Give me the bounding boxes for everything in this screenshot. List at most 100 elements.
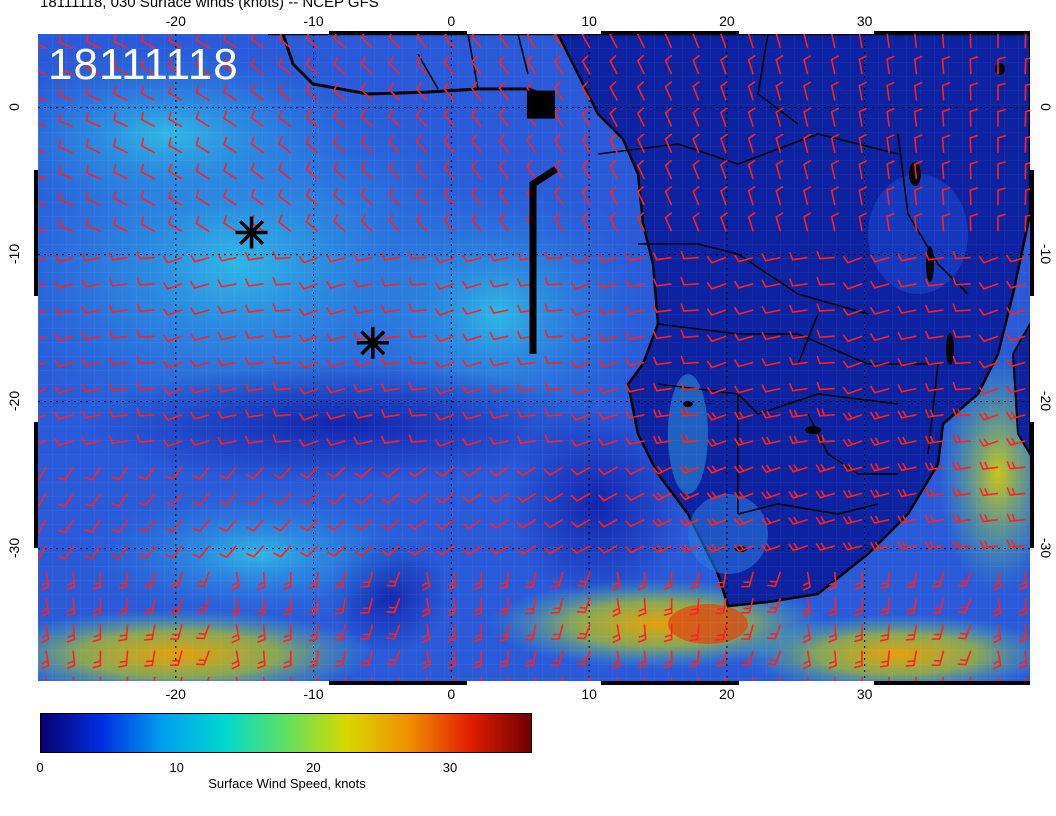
- wind-barb: [470, 186, 482, 206]
- frame-bar-bottom: [874, 681, 1030, 685]
- wind-barb: [720, 34, 727, 49]
- wind-barb: [526, 159, 537, 180]
- wind-barb: [524, 624, 537, 641]
- wind-barb: [828, 650, 837, 670]
- wind-barb: [625, 384, 645, 393]
- wind-barb: [969, 187, 979, 206]
- wind-barb: [816, 355, 835, 365]
- wind-barb: [447, 598, 457, 617]
- wind-barb: [38, 414, 47, 419]
- wind-barb: [663, 572, 673, 590]
- wind-barb: [952, 277, 971, 286]
- wind-barb: [111, 492, 129, 507]
- wind-barb: [354, 492, 373, 505]
- wind-barb: [733, 491, 754, 500]
- wind-barb: [381, 518, 401, 531]
- wind-barb: [570, 492, 591, 502]
- wind-barb: [108, 435, 128, 444]
- wind-barb: [53, 385, 74, 394]
- wind-barb: [941, 160, 951, 180]
- wind-barb: [282, 598, 292, 617]
- wind-barb: [257, 650, 266, 670]
- wind-barb: [250, 57, 265, 75]
- wind-barb: [498, 160, 510, 180]
- wind-barb: [168, 137, 183, 154]
- wind-barb: [415, 160, 428, 180]
- wind-barb: [692, 80, 700, 101]
- wind-barb: [879, 598, 890, 616]
- wind-barb: [636, 34, 646, 49]
- wind-barb: [733, 306, 754, 316]
- wind-barb: [951, 461, 971, 471]
- wind-barb: [978, 281, 999, 290]
- wind-barb: [761, 490, 781, 500]
- wind-barb: [803, 55, 812, 75]
- wind-barb: [462, 545, 482, 556]
- wind-barb: [625, 466, 645, 475]
- wind-barb: [435, 545, 455, 556]
- wind-barb: [57, 519, 74, 534]
- wind-barb: [830, 133, 840, 153]
- wind-barb: [162, 255, 183, 264]
- wind-barb: [473, 624, 482, 643]
- wind-barb: [526, 133, 537, 154]
- wind-barb: [38, 361, 47, 367]
- wind-barb: [85, 138, 101, 154]
- wind-barb: [434, 255, 455, 264]
- wind-barb: [597, 466, 618, 476]
- wind-barb: [272, 434, 291, 443]
- wind-barb: [652, 304, 672, 313]
- wind-barb: [706, 543, 727, 553]
- fine-grid: [38, 34, 1030, 681]
- wind-barb: [327, 492, 346, 505]
- wind-barb: [140, 216, 156, 233]
- colorbar: [40, 713, 532, 753]
- wind-barb: [38, 149, 47, 154]
- wind-barb: [544, 355, 563, 365]
- wind-barb: [113, 59, 128, 75]
- wind-barb: [788, 330, 808, 340]
- wind-barb: [333, 135, 346, 154]
- wind-barb: [802, 571, 812, 591]
- wind-barb: [489, 436, 509, 446]
- wind-barb: [636, 133, 646, 154]
- wind-barb: [952, 408, 971, 417]
- wind-barb: [637, 650, 647, 670]
- wind-barb: [625, 492, 645, 502]
- wind-barb: [1006, 487, 1026, 496]
- wind-barb: [969, 108, 979, 127]
- wind-barb: [388, 213, 401, 232]
- wind-barb: [733, 385, 754, 394]
- wind-barb: [461, 385, 482, 394]
- wind-barb: [706, 281, 727, 290]
- wind-barb: [636, 212, 646, 232]
- wind-barb: [196, 571, 210, 587]
- wind-barb: [576, 650, 591, 666]
- wind-barb: [272, 329, 291, 339]
- wind-barb: [680, 277, 699, 286]
- wind-barb: [689, 650, 700, 668]
- wind-barb: [816, 381, 835, 391]
- frame-bar-right: [1030, 422, 1034, 548]
- lon-tick-label-top: 20: [719, 13, 735, 29]
- wind-barb: [498, 133, 510, 154]
- wind-barb: [719, 159, 728, 180]
- wind-barb: [553, 107, 564, 128]
- wind-barb: [788, 435, 808, 444]
- wind-barb: [499, 598, 510, 616]
- wind-barb: [761, 436, 781, 446]
- wind-barb: [905, 650, 918, 667]
- wind-barb: [1005, 359, 1026, 368]
- wind-barb: [489, 466, 509, 477]
- wind-barb: [775, 54, 784, 75]
- wind-barb: [636, 107, 646, 127]
- wind-barb: [706, 308, 727, 317]
- wind-barb: [244, 304, 264, 313]
- wind-barb: [246, 545, 265, 558]
- wind-barb: [298, 308, 319, 317]
- wind-barb: [609, 185, 618, 206]
- wind-barb: [223, 215, 237, 233]
- wind-barb: [353, 305, 373, 315]
- wind-barb: [692, 211, 700, 232]
- wind-barb: [830, 81, 840, 101]
